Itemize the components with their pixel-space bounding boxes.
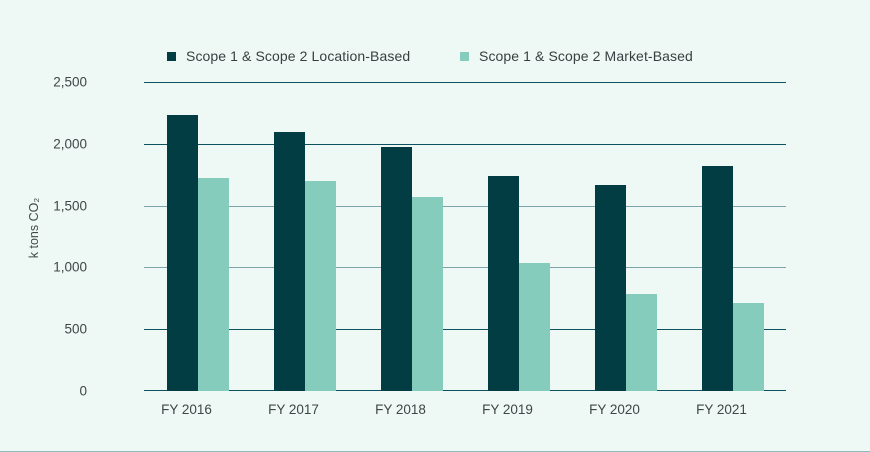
- bar-location-based: [487, 175, 519, 391]
- x-label-fy-2016: FY 2016: [161, 402, 212, 417]
- y-axis-tick-labels: 0 500 1,000 1,500 2,000 2,500: [0, 75, 87, 399]
- bar-group-fy-2019: [465, 82, 572, 391]
- x-label-fy-2021: FY 2021: [696, 402, 747, 417]
- gridline-2500: [144, 82, 786, 83]
- bar-location-based: [701, 166, 733, 391]
- legend-label-market-based: Scope 1 & Scope 2 Market-Based: [479, 48, 693, 64]
- bar-market-based: [304, 180, 336, 391]
- y-tick-label-1000: 1,000: [53, 259, 87, 275]
- y-tick-label-2000: 2,000: [53, 136, 87, 152]
- legend-swatch-market-based-icon: [460, 51, 469, 61]
- legend-item-location-based: Scope 1 & Scope 2 Location-Based: [167, 47, 410, 65]
- y-tick-label-0: 0: [79, 383, 87, 399]
- y-tick-label-2500: 2,500: [53, 74, 87, 90]
- x-axis-labels: FY 2016 FY 2017 FY 2018 FY 2019 FY 2020 FY 20…: [144, 402, 786, 422]
- x-label-fy-2018: FY 2018: [375, 402, 426, 417]
- bar-market-based: [732, 302, 764, 391]
- legend-swatch-location-based-icon: [167, 51, 176, 61]
- bar-group-fy-2017: [251, 82, 358, 391]
- bar-location-based: [380, 146, 412, 391]
- bar-group-fy-2018: [358, 82, 465, 391]
- bar-location-based: [166, 115, 198, 391]
- bar-group-fy-2016: [144, 82, 251, 391]
- gridline-500: [144, 329, 786, 331]
- x-label-fy-2020: FY 2020: [589, 402, 640, 417]
- y-tick-label-1500: 1,500: [53, 198, 87, 214]
- bar-group-fy-2020: [572, 82, 679, 391]
- bar-market-based: [625, 294, 657, 391]
- bar-market-based: [197, 178, 229, 391]
- plot-area: [144, 82, 786, 391]
- bar-group-fy-2021: [679, 82, 786, 391]
- bar-market-based: [411, 196, 443, 391]
- bar-market-based: [518, 262, 550, 391]
- gridline-1500: [144, 205, 786, 207]
- legend-item-market-based: Scope 1 & Scope 2 Market-Based: [460, 47, 693, 65]
- gridline-2000: [144, 143, 786, 145]
- gridline-1000: [144, 267, 786, 269]
- legend-label-location-based: Scope 1 & Scope 2 Location-Based: [186, 48, 411, 64]
- bar-location-based: [273, 132, 305, 391]
- x-axis-line: [144, 390, 786, 391]
- x-label-fy-2019: FY 2019: [482, 402, 533, 417]
- y-tick-label-500: 500: [64, 321, 87, 337]
- x-label-fy-2017: FY 2017: [268, 402, 319, 417]
- bar-location-based: [594, 185, 626, 391]
